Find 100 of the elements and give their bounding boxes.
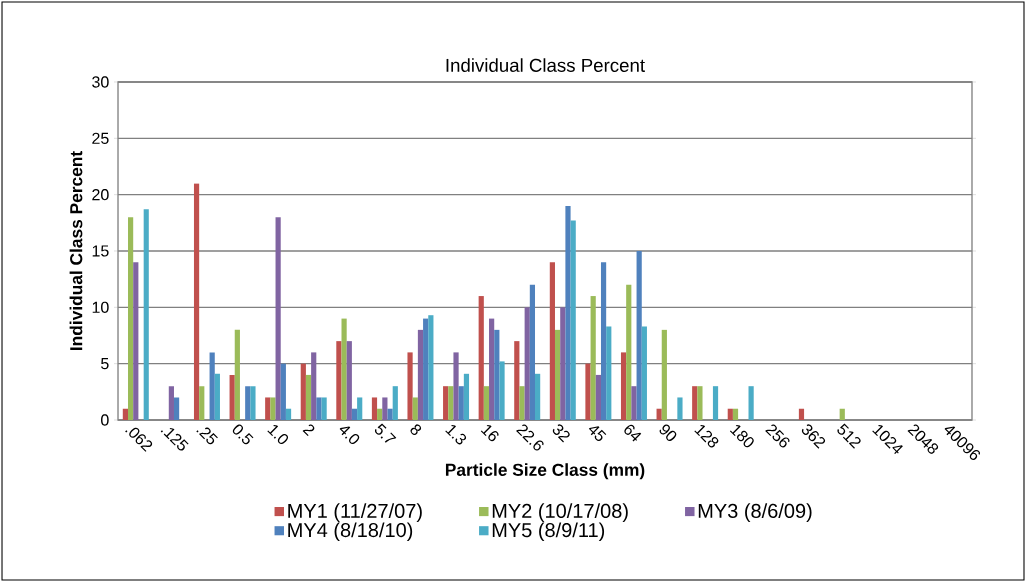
bar: [463, 373, 470, 420]
chart-title: Individual Class Percent: [446, 58, 645, 72]
bar: [311, 352, 317, 420]
bar: [214, 373, 220, 420]
bar: [661, 329, 667, 420]
x-tick-label: 8: [410, 424, 422, 436]
bar: [357, 397, 363, 420]
bar: [173, 397, 180, 420]
bar: [336, 341, 342, 420]
bar: [590, 296, 596, 420]
bar: [524, 307, 530, 420]
x-tick-label: 2: [302, 424, 315, 437]
bar: [371, 397, 378, 420]
y-tick-label: 10: [92, 301, 109, 313]
bar: [285, 408, 292, 420]
bar: [305, 374, 312, 420]
bar: [245, 386, 251, 420]
bar: [585, 363, 591, 420]
bar: [636, 250, 642, 420]
x-tick-label: 1.3: [445, 424, 467, 445]
y-tick-label: 0: [101, 414, 109, 426]
bar: [748, 386, 754, 420]
bar: [732, 408, 739, 420]
bar: [428, 315, 434, 420]
bar: [275, 217, 281, 420]
bar: [626, 284, 632, 420]
bar: [458, 386, 464, 420]
y-tick-label: 5: [101, 358, 109, 370]
bar: [199, 386, 205, 420]
bar: [565, 205, 571, 420]
y-tick-label: 25: [92, 132, 109, 144]
bar: [519, 386, 525, 420]
bar: [321, 397, 327, 420]
bar: [341, 318, 347, 420]
x-tick-label: 0.5: [232, 424, 254, 445]
x-tick-label: 32: [552, 424, 570, 443]
bar: [499, 361, 505, 420]
x-tick-label: 180: [729, 424, 754, 448]
y-tick-label: 30: [92, 76, 109, 88]
bar: [387, 408, 393, 420]
bar: [143, 209, 149, 420]
bar: [677, 397, 683, 420]
bar: [270, 397, 276, 420]
bar: [600, 262, 607, 420]
bar: [554, 329, 561, 420]
x-tick-label: 256: [765, 424, 790, 448]
bar: [514, 341, 520, 420]
legend-label: MY2 (10/17/08): [492, 503, 628, 522]
legend-label: MY1 (11/27/07): [288, 503, 422, 522]
bar: [417, 329, 424, 420]
bar: [229, 374, 235, 420]
bar: [620, 352, 627, 420]
bar: [300, 363, 306, 420]
x-tick-label: 5.7: [374, 423, 397, 443]
bar: [631, 386, 637, 420]
bar: [453, 352, 459, 420]
bar: [489, 318, 495, 420]
x-tick-label: 90: [659, 424, 677, 441]
legend-label: MY4 (8/18/10): [288, 522, 413, 542]
bar: [423, 318, 429, 420]
bar: [641, 326, 647, 420]
bar: [448, 386, 454, 420]
bar: [234, 329, 240, 420]
legend-label: MY5 (8/9/11): [492, 522, 605, 542]
bar: [529, 284, 536, 420]
bar: [122, 408, 128, 420]
bar: [483, 386, 490, 420]
bar: [560, 307, 566, 420]
bar: [443, 386, 449, 420]
bar: [346, 341, 352, 420]
x-tick-label: 4.0: [339, 426, 360, 445]
x-tick-label: 1.0: [267, 424, 289, 445]
bar: [697, 386, 703, 420]
bar: [412, 397, 418, 420]
bar: [265, 397, 271, 420]
bar: [128, 217, 134, 420]
x-axis-title: Particle Size Class (mm): [445, 463, 645, 480]
bar: [606, 326, 612, 420]
bar: [712, 386, 719, 420]
bar: [478, 296, 484, 420]
x-tick-label: .25: [196, 427, 218, 445]
x-tick-label: .062: [125, 427, 153, 452]
bar: [316, 397, 322, 420]
bar: [392, 386, 398, 420]
x-tick-label: 128: [694, 424, 719, 448]
bar: [382, 397, 388, 420]
bar: [839, 408, 845, 420]
bar: [209, 352, 215, 420]
bar: [570, 220, 576, 420]
bar: [193, 183, 200, 420]
bar: [168, 386, 174, 420]
bar: [798, 408, 805, 420]
bar: [549, 262, 555, 420]
bar: [133, 262, 139, 420]
x-tick-label: 16: [480, 424, 499, 442]
bar: [692, 386, 698, 420]
y-tick-label: 15: [92, 245, 109, 257]
x-tick-label: .125: [160, 428, 189, 451]
bar: [535, 373, 541, 420]
x-tick-label: 22.6: [516, 424, 544, 451]
